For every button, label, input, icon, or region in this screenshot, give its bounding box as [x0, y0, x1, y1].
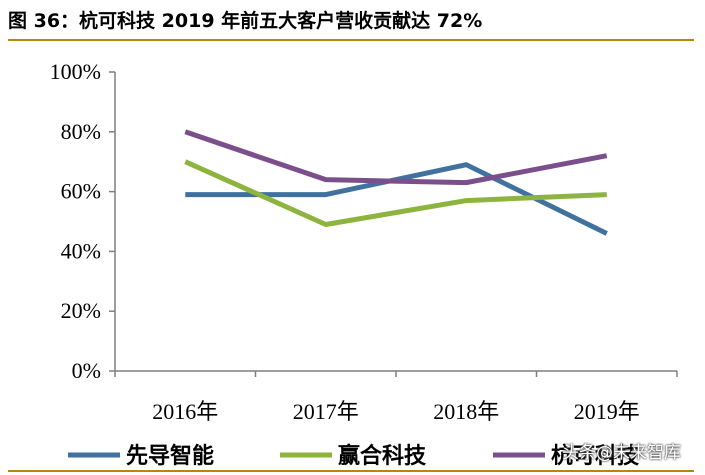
y-tick-label: 60%	[61, 179, 101, 204]
x-tick-label: 2017年	[293, 399, 359, 424]
bottom-divider	[8, 470, 694, 472]
y-tick-label: 0%	[72, 358, 101, 383]
x-tick-label: 2018年	[433, 399, 499, 424]
y-tick-label: 40%	[61, 238, 101, 263]
x-tick-label: 2019年	[574, 399, 640, 424]
chart-title: 图 36：杭可科技 2019 年前五大客户营收贡献达 72%	[8, 10, 483, 32]
y-tick-label: 80%	[61, 119, 101, 144]
legend-label: 先导智能	[126, 443, 214, 469]
watermark: 头条@未来智库	[562, 443, 681, 463]
y-tick-label: 20%	[61, 298, 101, 323]
legend-label: 杭可科技	[551, 443, 640, 469]
legend-label: 赢合科技	[338, 443, 427, 469]
series-line-2	[184, 159, 607, 227]
series-line-3	[184, 129, 608, 186]
x-tick-label: 2016年	[152, 399, 218, 424]
y-tick-label: 100%	[50, 59, 101, 84]
title-divider	[8, 39, 694, 41]
